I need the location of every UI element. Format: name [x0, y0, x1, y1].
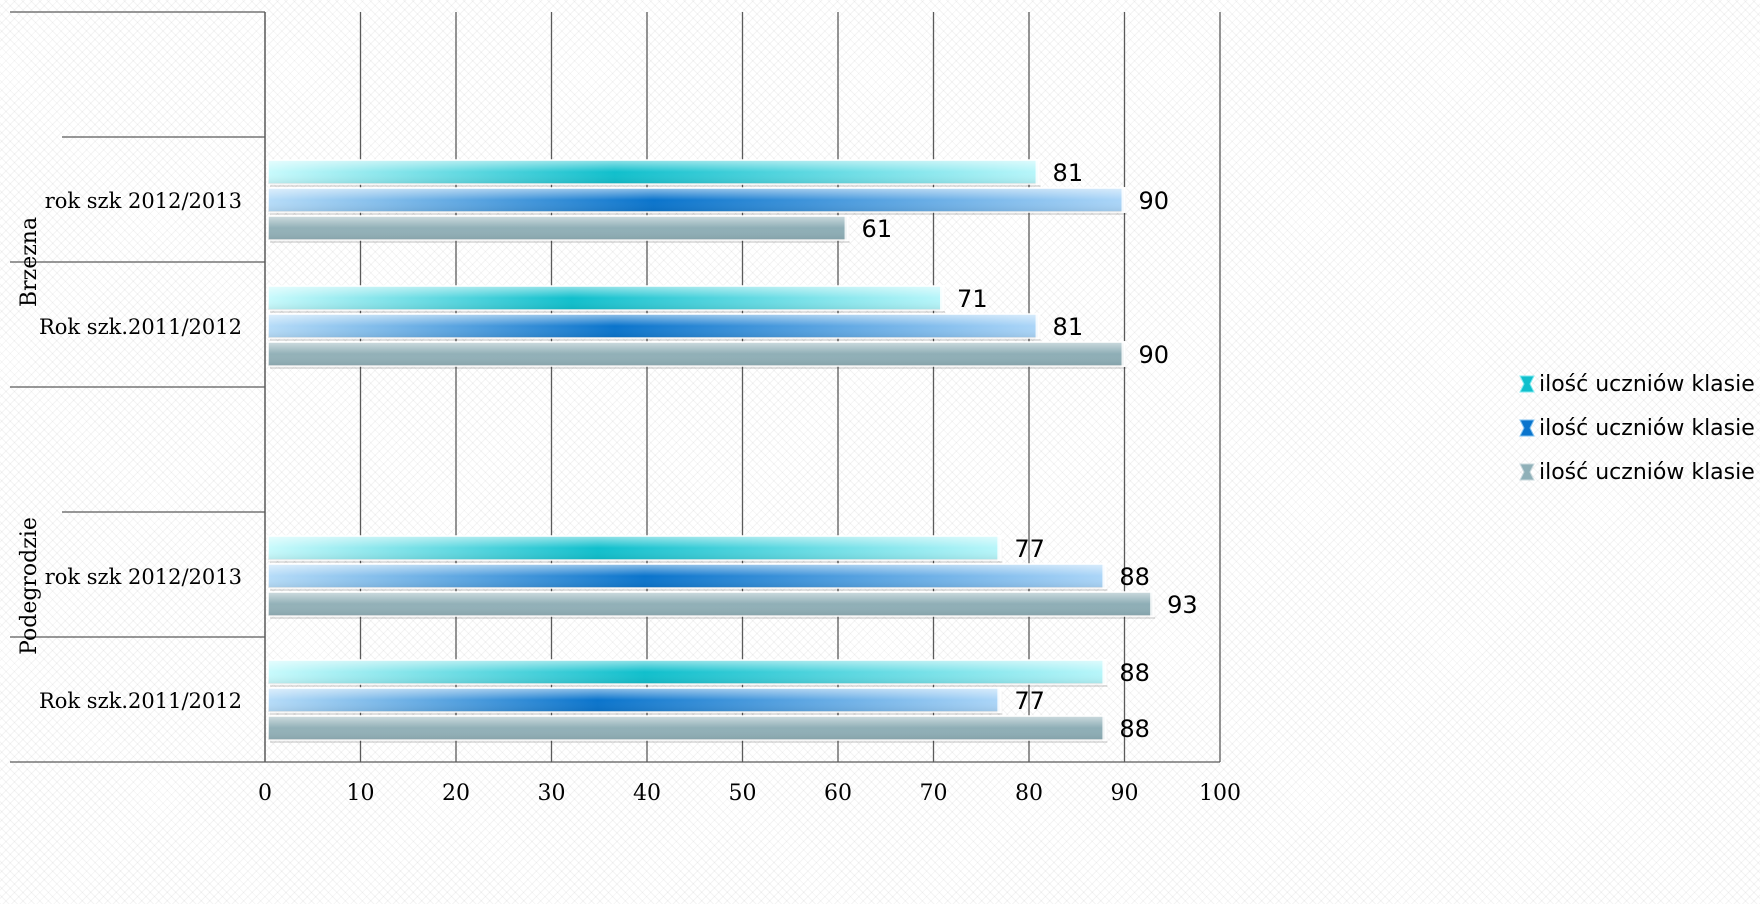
- data-label: 88: [1119, 563, 1150, 591]
- legend-label: ilość uczniów klasie I: [1539, 460, 1760, 485]
- bar-end-cap: [1150, 591, 1155, 617]
- bar-sheen: [268, 160, 1039, 184]
- x-tick-label: 100: [1199, 781, 1241, 806]
- category-label: rok szk 2012/2013: [45, 565, 242, 589]
- category-label: Rok szk.2011/2012: [39, 315, 242, 339]
- bar-sheen: [268, 536, 1000, 560]
- legend-label: ilość uczniów klasie III: [1539, 372, 1760, 397]
- bar-sheen: [268, 688, 1000, 712]
- data-label: 81: [1053, 159, 1084, 187]
- data-label: 88: [1119, 715, 1150, 743]
- data-label: 81: [1053, 313, 1084, 341]
- bar-sheen: [268, 216, 848, 240]
- category-label: rok szk 2012/2013: [45, 189, 242, 213]
- data-label: 71: [957, 285, 988, 313]
- x-tick-label: 70: [920, 781, 948, 806]
- data-label: 93: [1167, 591, 1198, 619]
- x-tick-label: 10: [347, 781, 375, 806]
- bar-end-cap: [997, 535, 1002, 561]
- bar-sheen: [268, 342, 1125, 366]
- bar-sheen: [268, 188, 1125, 212]
- legend-swatch: [1520, 464, 1534, 480]
- x-tick-label: 50: [729, 781, 757, 806]
- category-label: Rok szk.2011/2012: [39, 689, 242, 713]
- legend-marker: [1520, 420, 1534, 436]
- bar-sheen: [268, 286, 943, 310]
- data-label: 77: [1014, 687, 1045, 715]
- bar-sheen: [268, 592, 1153, 616]
- legend-marker: [1520, 376, 1534, 392]
- bar-end-cap: [1036, 159, 1041, 185]
- bar-end-cap: [1102, 659, 1107, 685]
- bar-end-cap: [1122, 187, 1127, 213]
- bar-end-cap: [1036, 313, 1041, 339]
- data-label: 90: [1139, 341, 1170, 369]
- legend-swatch: [1520, 376, 1534, 392]
- bar-end-cap: [1122, 341, 1127, 367]
- x-tick-label: 90: [1111, 781, 1139, 806]
- x-tick-label: 30: [538, 781, 566, 806]
- x-tick-label: 80: [1015, 781, 1043, 806]
- bar-end-cap: [997, 687, 1002, 713]
- legend-swatch: [1520, 420, 1534, 436]
- data-label: 77: [1014, 535, 1045, 563]
- data-label: 61: [862, 215, 893, 243]
- x-tick-label: 0: [258, 781, 272, 806]
- bar-sheen: [268, 660, 1105, 684]
- x-tick-label: 40: [633, 781, 661, 806]
- legend-marker: [1520, 464, 1534, 480]
- legend-label: ilość uczniów klasie II: [1539, 416, 1760, 441]
- data-label: 88: [1119, 659, 1150, 687]
- x-tick-label: 60: [824, 781, 852, 806]
- bar-sheen: [268, 716, 1105, 740]
- x-tick-label: 20: [442, 781, 470, 806]
- bar-end-cap: [940, 285, 945, 311]
- group-label: Podegrodzie: [17, 517, 42, 655]
- bar-end-cap: [845, 215, 850, 241]
- bar-end-cap: [1102, 715, 1107, 741]
- group-label: Brzezna: [17, 217, 42, 307]
- bar-sheen: [268, 314, 1039, 338]
- bar-sheen: [268, 564, 1105, 588]
- data-label: 90: [1139, 187, 1170, 215]
- bar-end-cap: [1102, 563, 1107, 589]
